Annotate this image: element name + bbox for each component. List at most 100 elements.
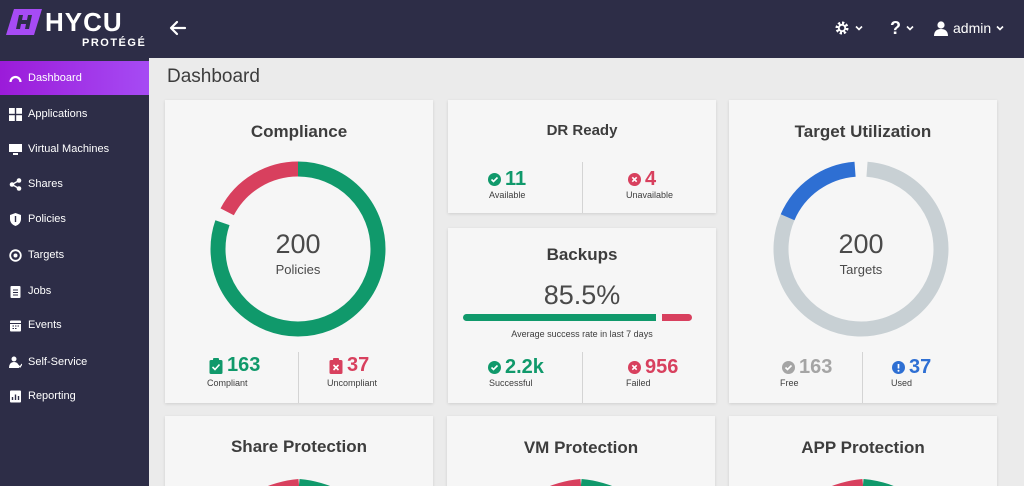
sidebar-item-label: Events (28, 319, 62, 331)
vm-protection-card[interactable]: VM Protection (447, 416, 715, 486)
sidebar-item-virtual-machines[interactable]: Virtual Machines (0, 132, 149, 166)
sidebar-item-label: Shares (28, 178, 63, 190)
sidebar-item-events[interactable]: Events (0, 308, 149, 342)
card-title: Backups (546, 245, 618, 264)
sidebar-item-targets[interactable]: Targets (0, 238, 149, 272)
clipboard-check-icon (209, 357, 223, 374)
x-circle-icon (628, 173, 641, 186)
sidebar-item-reporting[interactable]: Reporting (0, 379, 149, 413)
calendar-icon (9, 319, 22, 332)
uncompliant-count: 37 (347, 354, 370, 376)
sidebar-item-shares[interactable]: Shares (0, 167, 149, 201)
target-utilization-card[interactable]: Target Utilization 200 Targets 163 Free … (729, 100, 997, 403)
card-title: APP Protection (801, 438, 925, 457)
sidebar: Dashboard Applications Virtual Machines … (0, 58, 149, 486)
policies-total: 200 (275, 229, 321, 259)
brand-name: HYCU (45, 7, 123, 37)
compliant-count: 163 (227, 354, 261, 376)
target-used-stat[interactable]: 37 (892, 356, 931, 379)
chevron-down-icon (996, 25, 1004, 31)
card-title: VM Protection (523, 438, 639, 457)
backups-successful-count: 2.2k (505, 356, 544, 378)
uncompliant-label: Uncompliant (327, 378, 378, 388)
sidebar-item-label: Dashboard (28, 72, 82, 84)
shield-icon (9, 212, 22, 226)
monitor-icon (9, 143, 22, 156)
compliance-card[interactable]: Compliance 200 Policies 163 Compliant 37… (165, 100, 433, 403)
dashboard-icon (9, 72, 22, 85)
card-title: Compliance (250, 122, 348, 141)
backups-card[interactable]: Backups 85.5% Average success rate in la… (448, 228, 716, 403)
chevron-down-icon (855, 25, 863, 31)
gear-icon (835, 21, 849, 35)
policies-label: Policies (275, 262, 321, 277)
uncompliant-stat[interactable]: 37 (329, 354, 369, 377)
help-menu[interactable]: ? (890, 16, 915, 40)
backups-successful-label: Successful (489, 378, 533, 388)
share-icon (9, 177, 22, 191)
card-title: Share Protection (230, 437, 368, 456)
hycu-logo[interactable]: HYCU PROTÉGÉ (0, 0, 149, 58)
card-title: DR Ready (546, 122, 618, 139)
sidebar-item-label: Applications (28, 108, 88, 120)
chevron-down-icon (906, 25, 914, 31)
back-arrow-icon[interactable] (166, 16, 190, 40)
brand-subtitle: PROTÉGÉ (82, 37, 147, 49)
dr-available-stat[interactable]: 11 (488, 168, 526, 191)
backup-rate-caption: Average success rate in last 7 days (511, 329, 653, 339)
username: admin (953, 20, 992, 36)
failure-bar-segment (662, 314, 692, 321)
dr-unavailable-stat[interactable]: 4 (628, 168, 656, 191)
app-protection-card[interactable]: APP Protection (729, 416, 997, 486)
backups-failed-label: Failed (626, 378, 651, 388)
success-bar-segment (463, 314, 656, 321)
target-used-label: Used (891, 378, 913, 388)
sidebar-item-dashboard[interactable]: Dashboard (0, 61, 149, 95)
clipboard-x-icon (329, 357, 343, 374)
sidebar-item-label: Virtual Machines (28, 143, 110, 155)
check-circle-icon (782, 361, 795, 374)
target-free-label: Free (780, 378, 799, 388)
target-icon (9, 248, 22, 262)
target-free-stat[interactable]: 163 (782, 356, 832, 379)
backup-success-rate: 85.5% (543, 280, 621, 310)
page-title: Dashboard (167, 66, 260, 87)
sidebar-item-jobs[interactable]: Jobs (0, 274, 149, 308)
check-circle-icon (488, 361, 501, 374)
dr-available-label: Available (489, 190, 526, 200)
vm-protection-donut (550, 479, 612, 486)
top-bar: HYCU PROTÉGÉ ? admin (0, 0, 1024, 58)
sidebar-item-applications[interactable]: Applications (0, 97, 149, 131)
help-icon: ? (890, 17, 901, 38)
sidebar-item-policies[interactable]: Policies (0, 202, 149, 236)
clipboard-icon (9, 285, 22, 298)
sidebar-item-label: Policies (28, 213, 66, 225)
backup-rate-bar (463, 314, 692, 321)
x-circle-icon (628, 361, 641, 374)
applications-icon (9, 107, 22, 121)
sidebar-item-label: Reporting (28, 390, 76, 402)
sidebar-item-self-service[interactable]: Self-Service (0, 345, 149, 379)
settings-menu[interactable] (834, 16, 864, 40)
backups-failed-stat[interactable]: 956 (628, 356, 678, 379)
compliant-stat[interactable]: 163 (209, 354, 260, 377)
dr-unavailable-label: Unavailable (626, 190, 674, 200)
targets-label: Targets (839, 262, 883, 277)
sidebar-item-label: Targets (28, 249, 65, 261)
share-protection-donut (268, 479, 330, 486)
free-arc (773, 161, 949, 337)
self-service-icon (9, 356, 22, 369)
report-icon (9, 390, 22, 403)
dr-available-count: 11 (505, 168, 527, 190)
target-free-count: 163 (799, 356, 833, 378)
user-menu[interactable]: admin (934, 16, 1005, 40)
dr-ready-card[interactable]: DR Ready 11 Available 4 Unavailable (448, 100, 716, 213)
backups-failed-count: 956 (645, 356, 679, 378)
exclamation-circle-icon (892, 361, 905, 374)
dr-unavailable-count: 4 (645, 168, 657, 190)
backups-successful-stat[interactable]: 2.2k (488, 356, 544, 379)
app-protection-donut (832, 479, 894, 486)
share-protection-card[interactable]: Share Protection (165, 416, 433, 486)
compliance-donut-chart (210, 161, 386, 337)
hycu-logo-mark (6, 9, 42, 35)
